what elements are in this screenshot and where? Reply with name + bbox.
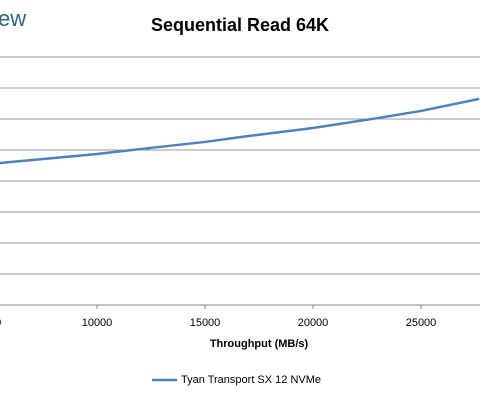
chart-title: Sequential Read 64K [151,15,329,35]
x-tick-label: 5000 [0,317,1,329]
x-tick-label: 10000 [82,317,113,329]
series-line [0,97,480,165]
logo-fragment: ew [0,6,26,31]
x-tick-label: 25000 [406,317,437,329]
x-tick-label: 20000 [298,317,329,329]
legend-label: Tyan Transport SX 12 NVMe [181,374,321,386]
x-axis-label: Throughput (MB/s) [210,338,309,350]
x-tick-label: 15000 [190,317,221,329]
